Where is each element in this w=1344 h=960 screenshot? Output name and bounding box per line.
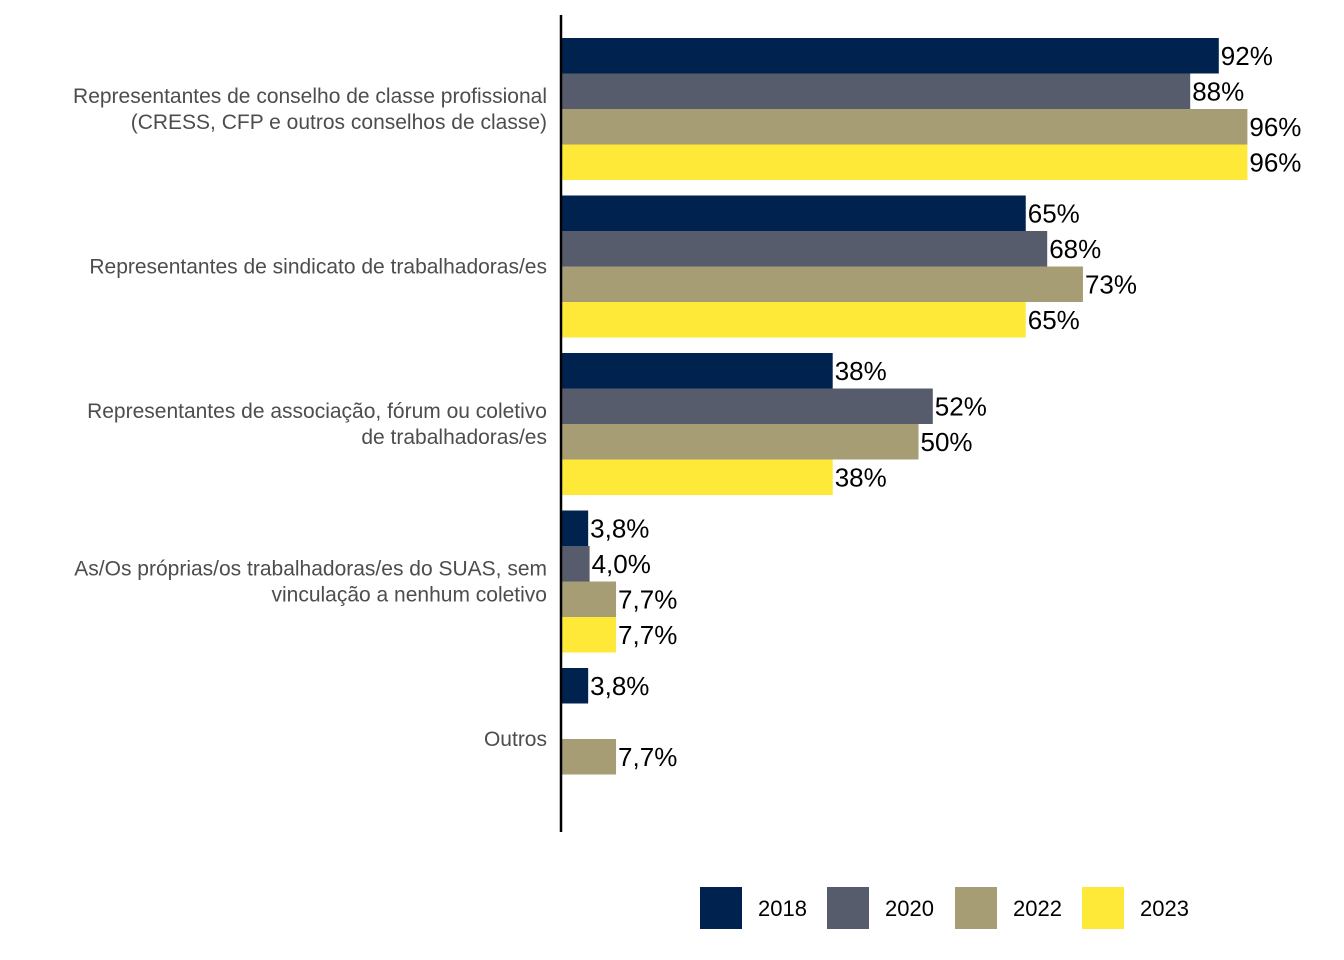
bar-2023-cat3 <box>561 617 617 653</box>
data-label: 3,8% <box>590 671 649 701</box>
data-label: 65% <box>1028 198 1080 228</box>
data-label: 73% <box>1085 269 1137 299</box>
bar-2022-cat4 <box>561 739 617 775</box>
data-label: 65% <box>1028 305 1080 335</box>
bar-2022-cat2 <box>561 424 919 460</box>
bar-2020-cat3 <box>561 546 590 582</box>
data-label: 38% <box>835 356 887 386</box>
data-label: 7,7% <box>618 620 677 650</box>
category-labels: Representantes de conselho de classe pro… <box>73 85 547 751</box>
data-label: 96% <box>1249 112 1301 142</box>
category-label: Representantes de associação, fórum ou c… <box>87 400 547 449</box>
data-label: 38% <box>835 462 887 492</box>
legend-swatch-2020 <box>827 887 869 929</box>
category-label: Representantes de conselho de classe pro… <box>73 85 547 134</box>
bar-2023-cat2 <box>561 459 833 495</box>
bar-2020-cat1 <box>561 231 1048 267</box>
legend-label-2023: 2023 <box>1140 896 1189 921</box>
bars-layer: 92%88%96%96%65%68%73%65%38%52%50%38%3,8%… <box>561 38 1301 775</box>
data-label: 68% <box>1049 234 1101 264</box>
legend-label-2018: 2018 <box>758 896 807 921</box>
bar-2018-cat3 <box>561 510 589 546</box>
category-label: Outros <box>484 728 547 751</box>
bar-2022-cat1 <box>561 266 1083 302</box>
data-label: 4,0% <box>592 549 651 579</box>
data-label: 96% <box>1249 147 1301 177</box>
bar-2022-cat3 <box>561 581 617 617</box>
legend-swatch-2018 <box>700 887 742 929</box>
category-label: Representantes de sindicato de trabalhad… <box>89 256 547 279</box>
legend: 2018 2020 2022 2023 <box>700 887 1189 929</box>
legend-label-2020: 2020 <box>885 896 934 921</box>
data-label: 3,8% <box>590 513 649 543</box>
legend-label-2022: 2022 <box>1013 896 1062 921</box>
bar-2018-cat2 <box>561 353 833 389</box>
bar-2022-cat0 <box>561 109 1248 145</box>
bar-2018-cat0 <box>561 38 1219 74</box>
data-label: 7,7% <box>618 742 677 772</box>
data-label: 52% <box>935 391 987 421</box>
bar-2020-cat0 <box>561 73 1191 109</box>
data-label: 88% <box>1192 76 1244 106</box>
bar-2023-cat0 <box>561 144 1248 180</box>
category-label: As/Os próprias/os trabalhadoras/es do SU… <box>74 558 547 607</box>
legend-swatch-2023 <box>1082 887 1124 929</box>
legend-swatch-2022 <box>955 887 997 929</box>
bar-2020-cat2 <box>561 388 933 424</box>
data-label: 92% <box>1221 41 1273 71</box>
data-label: 50% <box>921 427 973 457</box>
bar-2018-cat1 <box>561 195 1026 231</box>
bar-2018-cat4 <box>561 668 589 704</box>
bar-2023-cat1 <box>561 302 1026 338</box>
data-label: 7,7% <box>618 584 677 614</box>
